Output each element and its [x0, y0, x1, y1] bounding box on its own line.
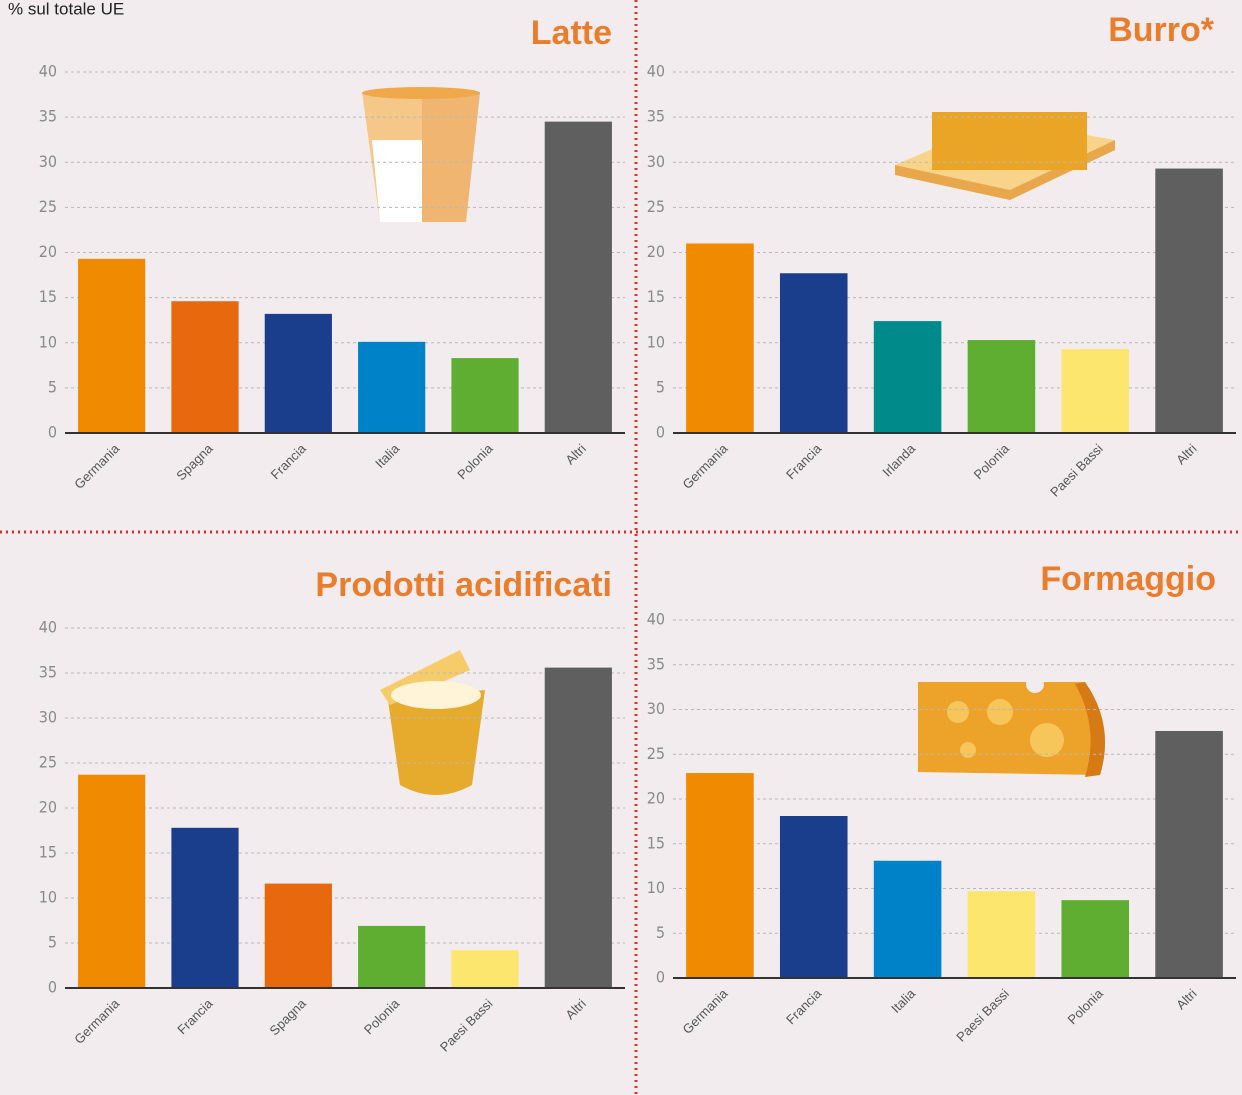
y-tick-label: 25 [39, 753, 57, 772]
x-tick-label: Altri [562, 996, 589, 1023]
chart-title: Prodotti acidificati [315, 566, 612, 604]
bar [78, 775, 145, 988]
x-tick-label: Paesi Bassi [953, 986, 1012, 1045]
y-tick-label: 5 [656, 923, 665, 942]
chart-title: Burro* [1108, 11, 1215, 49]
y-tick-label: 10 [39, 332, 57, 351]
bar [1061, 349, 1129, 433]
y-tick-label: 5 [48, 933, 57, 952]
x-tick-label: Polonia [971, 440, 1013, 482]
x-tick-label: Spagna [173, 440, 216, 483]
x-tick-label: Francia [174, 995, 216, 1037]
icon-glass [362, 87, 480, 222]
y-tick-label: 5 [48, 377, 57, 396]
x-tick-label: Francia [268, 440, 310, 482]
page: {"chart_data": [ {"type": "bar", "title"… [0, 0, 1242, 1095]
bar [171, 828, 238, 988]
y-tick-label: 0 [48, 978, 57, 997]
x-tick-label: Italia [372, 440, 403, 471]
x-tick-label: Altri [562, 441, 589, 468]
chart-title: Formaggio [1040, 560, 1216, 598]
y-tick-label: 20 [39, 242, 57, 261]
y-tick-label: 20 [647, 242, 665, 261]
x-tick-label: Germania [680, 440, 732, 492]
bar [780, 816, 848, 978]
x-tick-label: Francia [783, 985, 825, 1027]
x-tick-label: Germania [680, 985, 732, 1037]
y-tick-label: 15 [39, 843, 57, 862]
bar [1155, 169, 1223, 433]
x-tick-label: Spagna [267, 995, 310, 1038]
y-tick-label: 30 [39, 152, 57, 171]
bar [358, 926, 425, 988]
bar [874, 861, 942, 978]
bar [265, 314, 332, 433]
y-tick-label: 10 [647, 332, 665, 351]
x-tick-label: Paesi Bassi [437, 996, 496, 1055]
icon-cheese [918, 675, 1105, 777]
x-tick-label: Altri [1173, 986, 1200, 1013]
y-tick-label: 30 [647, 152, 665, 171]
y-tick-label: 0 [656, 968, 665, 987]
y-tick-label: 40 [39, 618, 57, 637]
bar [780, 273, 848, 433]
bar [265, 884, 332, 988]
x-tick-label: Polonia [1065, 985, 1107, 1027]
y-tick-label: 30 [647, 699, 665, 718]
y-tick-label: 10 [39, 888, 57, 907]
y-tick-label: 25 [647, 744, 665, 763]
y-tick-label: 20 [39, 798, 57, 817]
icon-yogurt [380, 650, 485, 795]
y-tick-label: 35 [39, 107, 57, 126]
x-tick-label: Germania [71, 995, 123, 1047]
bar [874, 321, 942, 433]
x-tick-label: Francia [783, 440, 825, 482]
y-tick-label: 15 [39, 287, 57, 306]
chart-title: Latte [531, 14, 612, 52]
y-tick-label: 0 [656, 423, 665, 442]
y-tick-label: 10 [647, 878, 665, 897]
y-tick-label: 0 [48, 423, 57, 442]
y-tick-label: 15 [647, 833, 665, 852]
x-tick-label: Italia [888, 985, 919, 1016]
y-tick-label: 40 [647, 610, 665, 629]
y-tick-label: 20 [647, 789, 665, 808]
x-tick-label: Irlanda [879, 440, 918, 479]
bar [171, 301, 238, 433]
y-tick-label: 25 [647, 197, 665, 216]
y-tick-label: 40 [39, 62, 57, 81]
bar [1155, 731, 1223, 978]
bar [968, 891, 1036, 978]
bar [686, 243, 754, 433]
y-tick-label: 15 [647, 287, 665, 306]
y-axis-label: % sul totale UE [8, 0, 124, 18]
bar [451, 950, 518, 988]
y-tick-label: 35 [647, 654, 665, 673]
bar [78, 259, 145, 433]
x-tick-label: Paesi Bassi [1047, 441, 1106, 500]
x-tick-label: Polonia [361, 995, 403, 1037]
x-tick-label: Polonia [454, 440, 496, 482]
bar [545, 122, 612, 433]
bar [968, 340, 1036, 433]
bar [686, 773, 754, 978]
y-tick-label: 40 [647, 62, 665, 81]
bar [545, 668, 612, 988]
y-tick-label: 30 [39, 708, 57, 727]
x-tick-label: Altri [1173, 441, 1200, 468]
y-tick-label: 25 [39, 197, 57, 216]
chart: % sul totale UE Latte 0 5 10 15 20 25 30 35 40 Ger… [0, 0, 1242, 1095]
bar [451, 358, 518, 433]
bar [358, 342, 425, 433]
y-tick-label: 35 [39, 663, 57, 682]
x-tick-label: Germania [71, 440, 123, 492]
icon-butter [895, 112, 1115, 200]
y-tick-label: 35 [647, 107, 665, 126]
y-tick-label: 5 [656, 377, 665, 396]
bar [1061, 900, 1129, 978]
